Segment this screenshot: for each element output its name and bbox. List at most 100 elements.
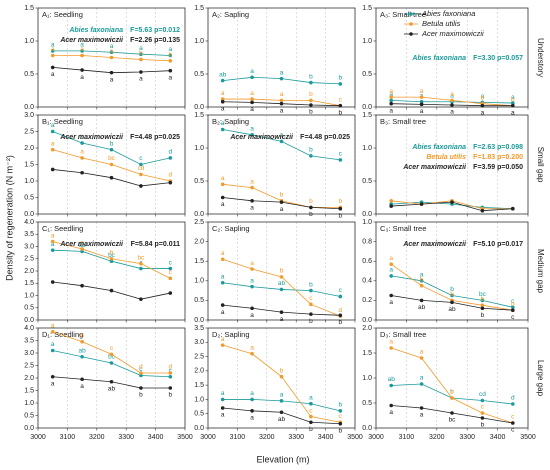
significance-letter: a [389,107,393,114]
significance-letter: ab [448,306,456,313]
data-point [419,283,424,288]
data-point [338,294,343,299]
significance-letter: ab [278,280,286,287]
y-tick-label: 0.0 [194,317,204,324]
stat-text: F=2.63 p=0.098 [473,144,523,151]
significance-letter: bc [137,254,145,261]
significance-letter: a [389,91,393,98]
data-point [511,206,515,211]
significance-letter: c [339,151,343,158]
stat-text: F=3.30 p=0.057 [473,55,523,62]
data-point [279,76,284,81]
panel-title: B₂: Sapling [212,117,249,126]
significance-letter: b [450,389,454,396]
data-point [480,416,485,420]
y-tick-label: 0.0 [24,211,34,218]
data-point [109,175,114,180]
y-tick-label: 0.0 [24,104,34,111]
data-point [480,103,485,108]
panel-title: B₁: Seedling [42,117,83,126]
plot-frame [37,327,186,429]
panel-title: A₁: Seedling [42,10,83,19]
significance-letter: bc [449,417,457,424]
stat-text: F=5.10 p=0.017 [473,241,523,248]
significance-letter: a [51,122,55,129]
significance-letter: ab [219,71,227,78]
significance-letter: b [338,198,342,205]
data-point [168,374,173,379]
x-tick-label: 3300 [118,434,134,441]
data-point [309,302,313,307]
significance-letter: a [221,273,225,280]
x-tick-label: 3400 [318,434,334,441]
significance-letter: d [168,364,172,371]
x-tick-label: 3300 [459,434,475,441]
y-tick-label: 2.5 [194,219,204,226]
data-point [250,199,254,203]
significance-letter: a [80,74,84,81]
significance-letter: ab [108,385,116,392]
y-tick-label: 1.0 [194,278,204,285]
x-tick-label: 3100 [230,434,246,441]
significance-letter: a [389,88,393,95]
data-point [250,100,254,105]
significance-letter: b [280,367,284,374]
significance-letter: ab [78,242,86,249]
significance-letter: c [169,367,173,374]
data-point [480,303,485,308]
data-point [80,53,84,58]
data-point [109,70,114,75]
data-point [419,382,424,386]
significance-letter: a [168,74,172,81]
data-point [80,247,84,251]
y-tick-label: 4.0 [24,325,34,332]
data-point [250,284,254,289]
data-point [309,98,313,103]
significance-letter: a [51,322,55,329]
significance-letter: a [221,90,225,97]
significance-letter: d [168,172,172,179]
y-tick-label: 3.0 [24,112,34,119]
data-point [50,374,55,379]
significance-letter: a [450,92,454,99]
stat-species: Acer maximowiczii [402,164,467,171]
y-tick-label: 2.5 [194,353,204,360]
y-tick-label: 0.0 [24,425,34,432]
stat-text: F=4.48 p=0.025 [300,134,350,141]
data-point [50,348,55,353]
significance-letter: d [139,364,143,371]
data-point [80,339,84,344]
legend-marker [409,22,413,26]
data-point [419,202,424,206]
data-point [450,200,454,204]
significance-letter: a [389,255,393,262]
data-point [309,414,313,419]
data-point [80,49,84,53]
x-tick-label: 3500 [347,434,363,441]
y-tick-label: 1.0 [194,38,204,45]
data-point [139,386,143,390]
x-tick-label: 3200 [89,434,105,441]
significance-letter: c [309,295,313,302]
significance-letter: a [389,339,393,346]
data-point [279,139,284,144]
data-point [139,297,143,301]
data-point [80,377,84,382]
data-point [250,397,254,402]
data-point [389,262,394,266]
data-point [389,98,394,103]
data-point [279,310,284,314]
significance-letter: b [309,318,313,325]
data-point [250,351,254,356]
data-point [511,305,515,310]
significance-letter: a [51,140,55,147]
y-tick-label: 1.5 [362,350,372,357]
data-point [50,49,55,53]
data-point [109,288,114,293]
significance-letter: c [511,298,515,305]
data-point [309,80,313,85]
significance-letter: a [250,312,254,319]
y-tick-label: 1.5 [24,280,34,287]
data-point [279,275,284,279]
legend-marker [409,12,413,16]
